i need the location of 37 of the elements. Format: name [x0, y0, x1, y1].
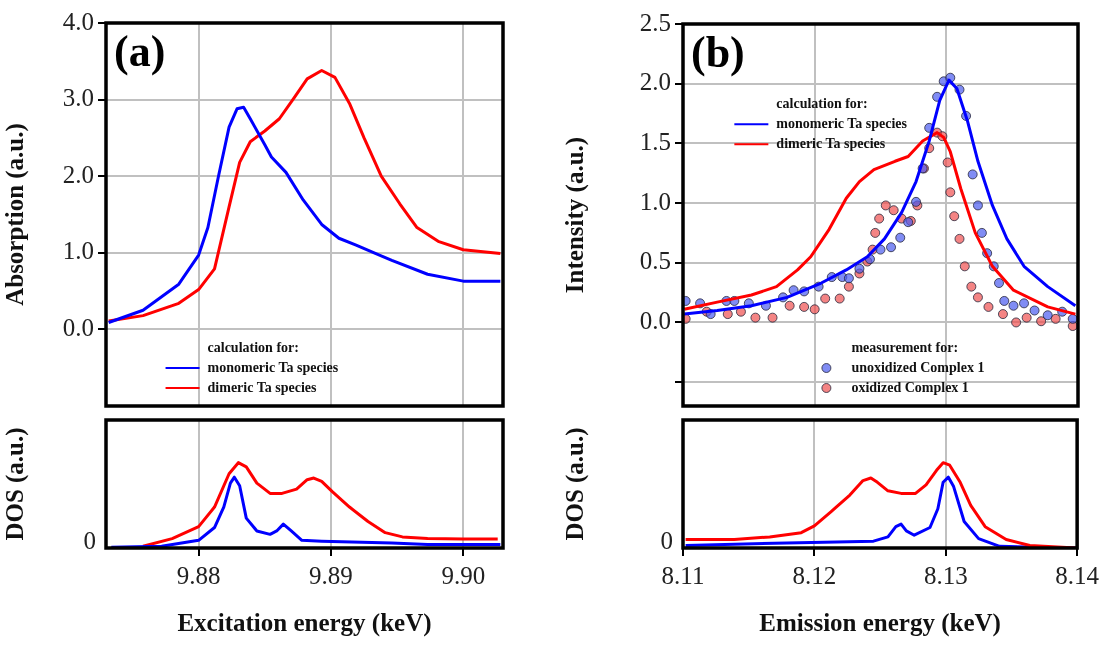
y-tick-label: 0.0: [639, 307, 671, 334]
y-tick-label: 2.5: [639, 8, 671, 36]
legend-label: dimeric Ta species: [207, 379, 317, 395]
legend-label: unoxidized Complex 1: [851, 359, 985, 375]
x-tick-label: 8.14: [1055, 561, 1100, 589]
y-tick-label: 0.5: [639, 247, 671, 275]
x-tick-label: 9.89: [309, 561, 353, 589]
x-tick-label: 8.11: [661, 561, 705, 589]
y-axis-title: Absorption (a.u.): [1, 123, 30, 306]
legend-label: dimeric Ta species: [776, 135, 886, 151]
y-tick-label: 1.0: [62, 237, 94, 265]
x-axis-title: Excitation energy (keV): [177, 609, 432, 638]
y-tick-label: 2.0: [62, 160, 94, 188]
x-tick-label: 9.88: [176, 561, 221, 589]
y-axis-title: Intensity (a.u.): [561, 136, 590, 294]
legend-title: calculation for:: [776, 95, 868, 111]
x-tick-label: 8.12: [792, 561, 837, 589]
y-tick-label: 1.0: [639, 187, 671, 215]
annotation: measurement for:: [851, 339, 959, 355]
chart-title: (b): [691, 28, 745, 78]
x-axis-title: Emission energy (keV): [759, 609, 1001, 638]
text: 0: [660, 526, 673, 554]
legend-label: oxidized Complex 1: [851, 379, 969, 395]
y-tick-label: 4.0: [62, 7, 94, 35]
legend-title: calculation for:: [207, 339, 299, 355]
y-tick-label: 2.0: [639, 68, 671, 96]
chart-title: (a): [114, 27, 166, 77]
y-tick-label: 0.0: [62, 313, 94, 341]
y-axis-title: DOS (a.u.): [1, 427, 30, 541]
legend-label: monomeric Ta species: [207, 359, 339, 375]
legend-label: monomeric Ta species: [776, 115, 908, 131]
x-tick-label: 9.90: [441, 561, 486, 589]
y-axis-title: DOS (a.u.): [561, 427, 590, 541]
x-tick-label: 8.13: [923, 561, 968, 589]
y-tick-label: 3.0: [62, 84, 94, 112]
text: 0: [83, 526, 96, 554]
y-tick-label: 1.5: [639, 127, 671, 155]
